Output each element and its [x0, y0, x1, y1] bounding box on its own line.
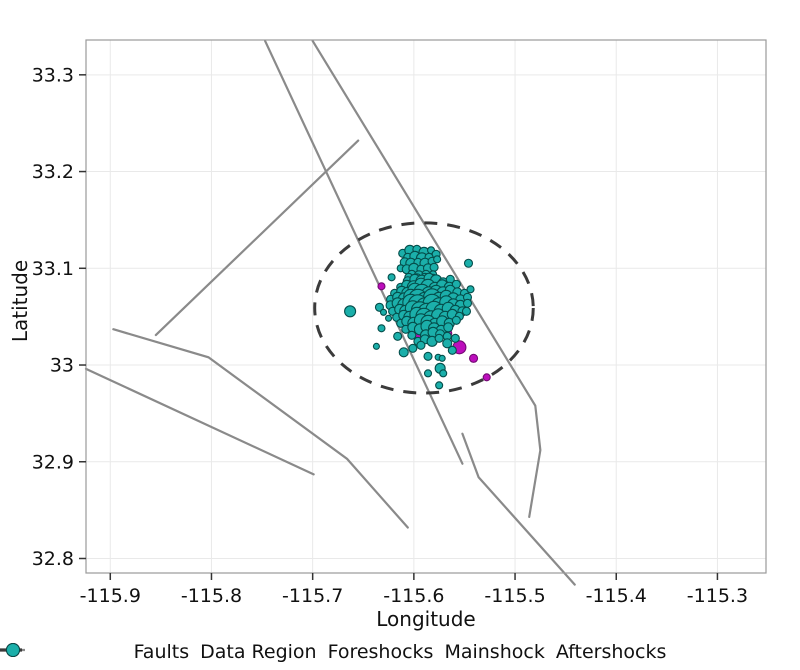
legend: Faults Data Region Foreshocks Mainshock Afte… — [0, 641, 800, 663]
legend-label: Faults — [133, 641, 190, 663]
fault-line — [112, 328, 409, 529]
x-tick-label: -115.8 — [181, 585, 242, 607]
fault-line — [84, 367, 315, 476]
aftershock-point — [450, 333, 460, 343]
axis-ticks: -115.9 -115.8 -115.7 -115.6 -115.5 -115.4 -115… — [32, 64, 748, 607]
y-tick-label: 32.8 — [32, 548, 74, 570]
legend-line-icon — [0, 648, 26, 652]
aftershock-point — [423, 351, 433, 361]
aftershock-point — [439, 369, 448, 378]
x-tick-label: -115.9 — [80, 585, 141, 607]
x-tick-label: -115.4 — [586, 585, 647, 607]
aftershock-point — [447, 345, 457, 355]
foreshock-point — [377, 282, 386, 291]
x-tick-label: -115.5 — [484, 585, 545, 607]
legend-item-foreshocks: Foreshocks — [6, 641, 434, 663]
aftershock-point — [416, 340, 426, 350]
foreshock-point — [469, 353, 479, 363]
aftershock-point — [442, 338, 453, 349]
aftershock-point — [387, 273, 396, 282]
aftershock-point — [393, 331, 403, 341]
data-region-ellipse — [313, 221, 535, 395]
aftershock-point — [374, 302, 385, 312]
aftershock-point — [385, 314, 393, 322]
gridlines — [86, 40, 766, 573]
fault-lines — [84, 39, 576, 586]
aftershock-point — [461, 306, 472, 316]
legend-item-data-region: Data Region — [0, 641, 317, 663]
aftershock-point — [438, 354, 446, 362]
fault-line — [311, 39, 542, 518]
aftershock-point — [433, 255, 442, 264]
legend-label: Aftershocks — [555, 641, 667, 663]
y-tick-label: 33.1 — [32, 258, 74, 280]
aftershock-point — [344, 305, 357, 318]
x-tick-label: -115.7 — [282, 585, 343, 607]
foreshock-point — [482, 373, 491, 382]
legend-item-aftershocks: Aftershocks — [6, 641, 667, 663]
aftershock-point — [398, 347, 409, 358]
y-tick-label: 33.3 — [32, 64, 74, 86]
aftershock-point — [434, 333, 444, 343]
aftershock-point — [377, 324, 386, 333]
aftershock-point — [435, 381, 444, 390]
aftershock-point — [423, 369, 433, 378]
legend-label: Mainshock — [444, 641, 545, 663]
legend-dot-icon — [6, 643, 20, 657]
legend-label: Data Region — [200, 641, 317, 663]
legend-label: Foreshocks — [327, 641, 434, 663]
legend-item-faults: Faults — [1, 641, 190, 663]
aftershock-point — [429, 262, 439, 272]
y-tick-label: 33 — [50, 355, 74, 377]
aftershock-point — [407, 330, 417, 340]
aftershock-point — [463, 258, 474, 268]
plot-frame — [85, 39, 767, 574]
y-tick-label: 32.9 — [32, 451, 74, 473]
aftershock-point — [451, 315, 461, 325]
aftershock-point — [379, 308, 388, 316]
fault-line — [461, 432, 576, 586]
x-tick-label: -115.3 — [687, 585, 748, 607]
aftershock-point — [466, 285, 475, 294]
y-tick-label: 33.2 — [32, 161, 74, 183]
y-axis-label: Latitude — [8, 259, 32, 343]
x-axis-label: Longitude — [376, 607, 476, 631]
aftershock-point — [408, 343, 418, 353]
aftershock-point — [372, 342, 380, 350]
fault-line — [154, 139, 360, 337]
legend-item-mainshock: Mainshock — [6, 641, 545, 663]
aftershock-point — [443, 322, 454, 333]
aftershocks-series — [344, 244, 475, 390]
x-tick-label: -115.6 — [383, 585, 444, 607]
aftershock-point — [462, 298, 473, 308]
